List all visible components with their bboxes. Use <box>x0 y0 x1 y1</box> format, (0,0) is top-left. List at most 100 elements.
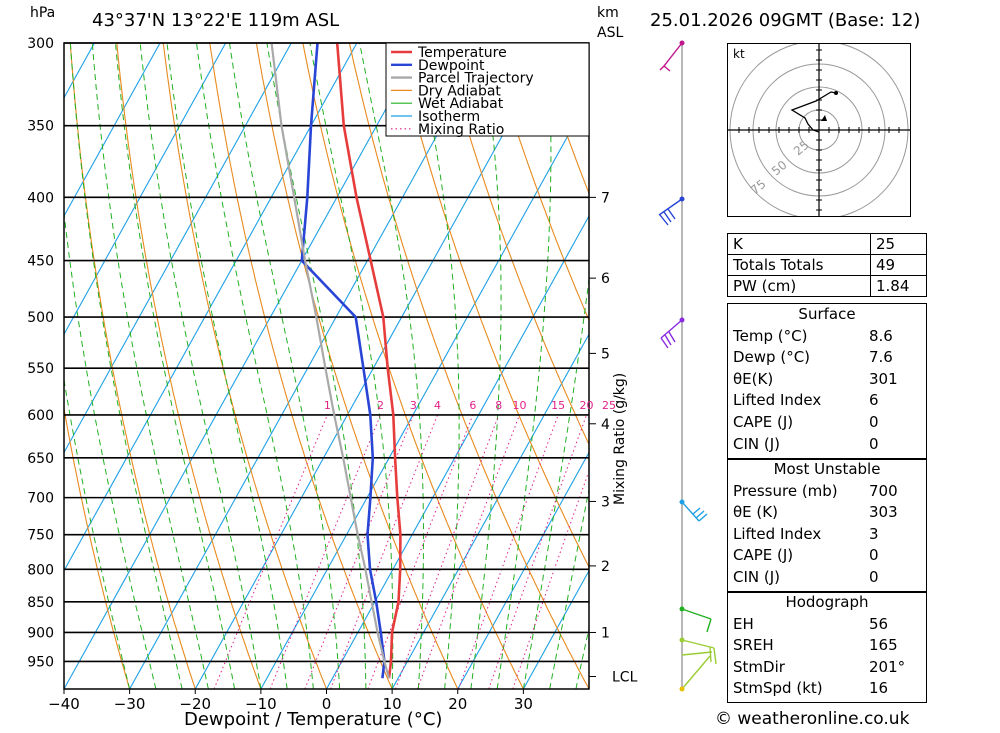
pressure-tick-label: 650 <box>27 451 54 467</box>
wind-level-dot <box>679 606 685 612</box>
isotherm-line <box>64 43 358 572</box>
pressure-tick-label: 400 <box>27 190 54 206</box>
pressure-tick-label: 700 <box>27 491 54 507</box>
x-tick-label: −30 <box>114 695 146 713</box>
wind-barb <box>681 501 708 522</box>
x-tick-label: 30 <box>514 695 533 713</box>
dry-adiabat <box>395 43 589 569</box>
mixing-ratio-line <box>458 414 559 689</box>
dry-adiabat <box>302 43 524 689</box>
mixing-ratio-line <box>269 414 381 689</box>
pressure-tick-label: 450 <box>27 254 54 270</box>
wind-level-dot <box>679 196 685 202</box>
mixing-ratio-axis-title: Mixing Ratio (g/kg) <box>612 372 628 505</box>
index-value: 49 <box>870 254 927 276</box>
wind-barb <box>681 608 712 633</box>
wet-adiabat <box>196 43 314 689</box>
mixing-ratio-label: 8 <box>495 399 502 412</box>
dry-adiabat <box>69 43 196 689</box>
pressure-tick-label: 750 <box>27 528 54 544</box>
wet-adiabat <box>91 43 209 689</box>
hodograph-ring-label: 50 <box>769 158 790 179</box>
hodograph-ring-label: 25 <box>791 138 812 159</box>
wind-level-dot <box>679 637 685 643</box>
surface-panel: Surface Temp (°C) 8.6 Dewp (°C) 7.6 θE(K) 3… <box>727 303 927 460</box>
mixing-ratio-line <box>213 414 328 689</box>
legend-entry: Isotherm <box>418 109 480 125</box>
plot-frame <box>63 42 590 690</box>
footer-credit[interactable]: © weatheronline.co.uk <box>715 709 910 729</box>
dry-adiabat <box>64 405 131 689</box>
wet-adiabat <box>575 626 589 689</box>
dry-adiabat <box>949 34 1000 689</box>
wet-adiabat <box>266 43 367 689</box>
legend-box <box>385 42 590 137</box>
dry-adiabat <box>116 43 262 689</box>
hodograph-ring-label: 75 <box>748 177 769 198</box>
indices-table: K 25 Totals Totals 49 PW (cm) 1.84 <box>727 233 927 297</box>
mixing-ratio-label: 6 <box>469 399 476 412</box>
wind-barb <box>658 198 683 226</box>
x-tick-label: −10 <box>245 695 277 713</box>
pressure-tick-label: 950 <box>27 654 54 670</box>
mixing-ratio-label: 20 <box>580 399 594 412</box>
series-temperature <box>335 43 402 679</box>
pressure-tick-label: 850 <box>27 595 54 611</box>
hodograph-panel: Hodograph EH 56 SREH 165 StmDir 201° StmSpd… <box>727 591 927 703</box>
index-value: 1.84 <box>870 275 927 297</box>
isotherm-line <box>0 43 29 689</box>
index-value: 25 <box>870 233 927 255</box>
wet-adiabat <box>470 43 502 689</box>
wet-adiabat <box>522 275 589 689</box>
series-parcel-trajectory <box>270 43 391 679</box>
pressure-tick-label: 900 <box>27 625 54 641</box>
wet-adiabat <box>166 43 288 689</box>
mixing-ratio-label: 25 <box>602 399 616 412</box>
dry-adiabat <box>348 43 589 689</box>
hodograph-title: Hodograph <box>785 593 869 611</box>
x-tick-label: −40 <box>48 695 80 713</box>
x-tick-label: 10 <box>383 695 402 713</box>
pressure-tick-label: 350 <box>27 119 54 135</box>
hodograph-endpoint <box>834 91 838 95</box>
legend-entry: Temperature <box>417 45 507 61</box>
wind-level-dot <box>679 40 685 46</box>
x-tick-label: 0 <box>322 695 332 713</box>
km-label: km <box>597 5 619 21</box>
wind-barb <box>660 319 683 349</box>
mixing-ratio-line <box>512 469 589 689</box>
dry-adiabat <box>162 43 328 689</box>
km-tick-label: 3 <box>601 494 610 510</box>
wind-barb <box>681 639 717 690</box>
isotherm-line <box>522 569 589 689</box>
km-tick-label: 1 <box>601 625 610 641</box>
wind-level-dot <box>679 317 685 323</box>
mixing-ratio-label: 15 <box>551 399 565 412</box>
x-axis-title: Dewpoint / Temperature (°C) <box>184 709 443 730</box>
wind-level-dot <box>679 686 685 692</box>
wind-profile <box>658 40 717 692</box>
isotherm-line <box>326 214 589 689</box>
isotherm-line <box>64 43 424 689</box>
hodograph-trace <box>790 91 837 133</box>
index-name: PW (cm) <box>727 275 871 297</box>
km-tick-label: 7 <box>601 190 610 206</box>
surface-title: Surface <box>798 305 856 323</box>
km-tick-label: 4 <box>601 417 610 433</box>
km-tick-label: 5 <box>601 346 610 362</box>
mixing-ratio-label: 2 <box>377 399 384 412</box>
legend-entry: Wet Adiabat <box>418 96 504 112</box>
index-name: Totals Totals <box>727 254 871 276</box>
asl-label: ASL <box>597 25 624 41</box>
isotherm-line <box>64 43 161 218</box>
most-unstable-title: Most Unstable <box>773 460 881 478</box>
wind-barb <box>659 42 683 72</box>
isotherm-line <box>64 43 227 336</box>
wet-adiabat <box>64 208 157 689</box>
legend-entry: Dewpoint <box>418 58 485 74</box>
pressure-tick-label: 300 <box>27 36 54 52</box>
pressure-tick-label: 500 <box>27 310 54 326</box>
wind-level-dot <box>679 499 685 505</box>
